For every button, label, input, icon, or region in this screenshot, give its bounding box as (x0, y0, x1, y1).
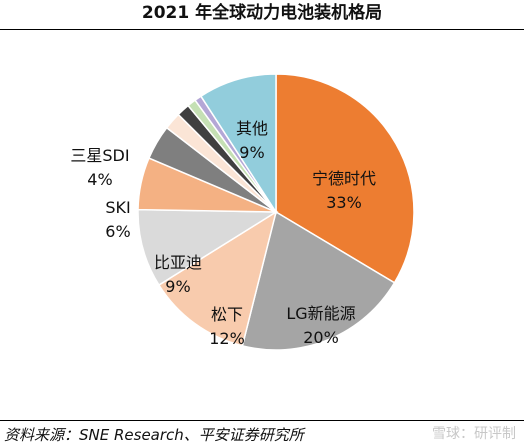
chart-title: 2021 年全球动力电池装机格局 (141, 3, 383, 23)
footer: 资料来源：SNE Research、平安证券研究所 雪球：研评制 (0, 420, 524, 446)
slice-percent-label: 33% (326, 193, 362, 212)
slice-percent-label: 9% (165, 277, 190, 296)
pie-chart: 宁德时代 33% LG新能源 20% 松下 12% 比亚迪 9% SKI 6% 三星SDI 4% 其他 9… (70, 73, 415, 351)
pie-slice (157, 210, 278, 347)
pie-slice (241, 210, 396, 351)
slice-label: SKI (105, 198, 130, 217)
slice-label: 三星SDI (70, 146, 129, 165)
slice-label: LG新能源 (286, 304, 355, 323)
slice-percent-label: 20% (303, 328, 339, 347)
pie-slice (137, 208, 279, 287)
slice-percent-label: 6% (105, 222, 130, 241)
source-note: 资料来源：SNE Research、平安证券研究所 (4, 426, 304, 444)
pie-slice (275, 73, 415, 284)
watermark: 雪球：研评制 (432, 426, 516, 442)
slice-label: 松下 (211, 305, 243, 324)
slice-label: 宁德时代 (312, 169, 376, 188)
slice-label: 其他 (236, 119, 268, 138)
slice-percent-label: 12% (209, 329, 245, 348)
slice-percent-label: 4% (87, 170, 112, 189)
slice-percent-label: 9% (239, 143, 264, 162)
title-bar: 2021 年全球动力电池装机格局 (0, 0, 524, 30)
pie-slice (199, 73, 277, 215)
slice-label: 比亚迪 (154, 253, 202, 272)
